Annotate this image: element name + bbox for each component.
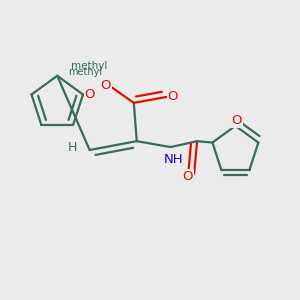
Text: O: O xyxy=(232,114,242,127)
Text: NH: NH xyxy=(164,153,183,166)
Text: O: O xyxy=(182,170,193,183)
Text: methyl: methyl xyxy=(68,67,102,77)
Text: O: O xyxy=(84,88,95,101)
Text: O: O xyxy=(100,79,111,92)
Text: H: H xyxy=(67,141,77,154)
Text: O: O xyxy=(167,91,178,103)
Text: methyl: methyl xyxy=(71,61,108,71)
